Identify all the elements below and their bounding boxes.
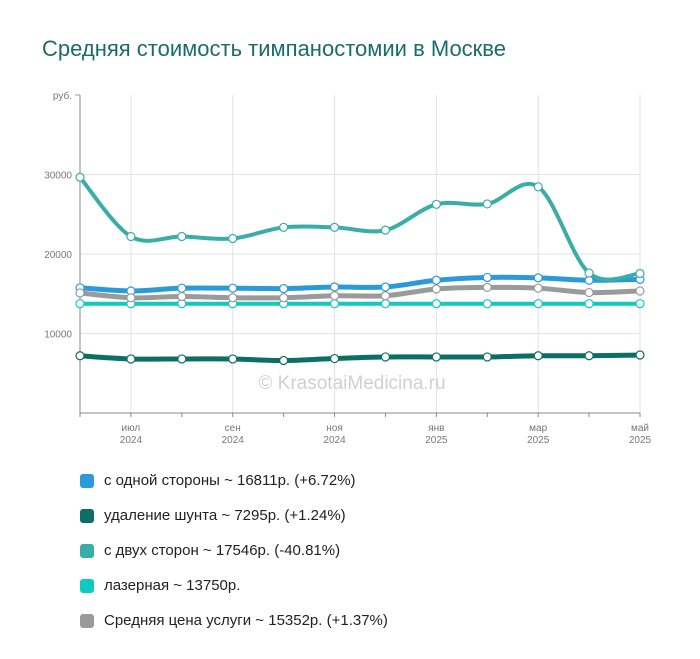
data-point-s0-8[interactable]	[482, 272, 492, 283]
data-point-s3-5[interactable]	[329, 299, 340, 309]
data-point-s4-5[interactable]	[329, 291, 340, 301]
data-point-s1-8[interactable]	[482, 352, 492, 362]
x-tick-label-month: янв	[428, 423, 444, 434]
x-tick-label-year: 2025	[425, 435, 448, 446]
watermark: © KrasotaiMedicina.ru	[258, 373, 445, 394]
data-point-s3-10[interactable]	[584, 299, 594, 309]
data-point-s2-6[interactable]	[380, 225, 391, 235]
data-point-s1-9[interactable]	[533, 351, 543, 361]
x-tick-label-month: сен	[225, 423, 241, 434]
legend-item-1[interactable]: удаление шунта ~ 7295р. (+1.24%)	[80, 498, 388, 533]
data-point-s2-10[interactable]	[584, 268, 594, 278]
data-point-s1-4[interactable]	[279, 355, 289, 366]
data-point-s0-2[interactable]	[177, 283, 187, 293]
data-point-s4-3[interactable]	[228, 293, 238, 303]
x-tick-label-month: ноя	[326, 423, 343, 434]
data-point-s4-10[interactable]	[584, 287, 594, 298]
data-point-s1-1[interactable]	[126, 354, 136, 364]
data-point-s0-3[interactable]	[228, 283, 238, 293]
data-point-s0-5[interactable]	[329, 282, 340, 292]
data-point-s2-5[interactable]	[329, 222, 340, 232]
data-point-s2-7[interactable]	[431, 199, 441, 209]
legend-swatch	[80, 543, 94, 558]
data-point-s4-2[interactable]	[177, 291, 187, 302]
data-point-s0-9[interactable]	[533, 273, 543, 283]
legend-swatch	[80, 613, 94, 628]
legend-swatch	[80, 578, 94, 593]
data-point-s4-1[interactable]	[126, 293, 136, 303]
legend-label: Средняя цена услуги ~ 15352р. (+1.37%)	[104, 612, 388, 629]
grid	[80, 95, 641, 413]
legend-swatch	[80, 473, 94, 488]
data-point-s3-8[interactable]	[482, 299, 492, 309]
y-tick-label: 30000	[44, 171, 72, 182]
data-point-s4-0[interactable]	[75, 288, 85, 298]
data-point-s1-3[interactable]	[228, 354, 238, 364]
x-tick-label-year: 2024	[323, 435, 346, 446]
series-line-2	[78, 175, 642, 282]
x-tick-label-year: 2024	[120, 435, 143, 446]
data-point-s1-11[interactable]	[635, 350, 645, 360]
y-axis-label: руб.	[53, 90, 72, 102]
legend-swatch	[80, 508, 94, 523]
data-point-s1-0[interactable]	[75, 351, 85, 361]
data-point-s2-9[interactable]	[533, 182, 543, 192]
data-point-s2-0[interactable]	[75, 172, 85, 182]
x-tick-label-month: июл	[122, 423, 141, 434]
data-point-s1-10[interactable]	[584, 351, 594, 361]
data-point-s4-8[interactable]	[482, 282, 492, 292]
legend-item-4[interactable]: Средняя цена услуги ~ 15352р. (+1.37%)	[80, 603, 388, 638]
x-tick-label-month: мар	[529, 423, 547, 434]
data-point-s3-11[interactable]	[635, 299, 645, 309]
x-tick-label-year: 2024	[222, 435, 245, 446]
data-point-s1-6[interactable]	[380, 352, 391, 362]
legend-label: лазерная ~ 13750р.	[104, 577, 241, 594]
y-tick-label: 20000	[44, 250, 72, 261]
data-point-s4-4[interactable]	[279, 293, 289, 303]
data-point-s0-6[interactable]	[380, 282, 391, 292]
legend-item-3[interactable]: лазерная ~ 13750р.	[80, 568, 388, 603]
data-point-s1-2[interactable]	[177, 354, 187, 364]
data-point-s4-11[interactable]	[635, 286, 645, 296]
data-point-s4-9[interactable]	[533, 283, 543, 293]
data-point-s2-1[interactable]	[126, 231, 136, 242]
chart-title: Средняя стоимость тимпаностомии в Москве	[42, 36, 506, 61]
y-tick-label: 10000	[44, 330, 72, 341]
x-tick-label-year: 2025	[629, 435, 652, 446]
data-point-s3-9[interactable]	[533, 299, 543, 309]
x-tick-label-month: май	[631, 423, 649, 434]
legend-item-0[interactable]: с одной стороны ~ 16811р. (+6.72%)	[80, 463, 388, 498]
legend-label: удаление шунта ~ 7295р. (+1.24%)	[104, 507, 346, 524]
legend: с одной стороны ~ 16811р. (+6.72%) удален…	[80, 463, 388, 638]
data-point-s4-6[interactable]	[380, 291, 391, 301]
data-point-s2-4[interactable]	[279, 222, 289, 232]
data-point-s3-6[interactable]	[380, 299, 391, 309]
points-group	[75, 172, 645, 366]
series-line-1	[77, 352, 643, 364]
data-point-s0-4[interactable]	[279, 283, 289, 294]
data-point-s2-3[interactable]	[228, 233, 238, 244]
data-point-s0-7[interactable]	[431, 275, 441, 285]
data-point-s2-11[interactable]	[635, 268, 645, 279]
legend-item-2[interactable]: с двух сторон ~ 17546р. (-40.81%)	[80, 533, 388, 568]
data-point-s1-7[interactable]	[431, 352, 441, 362]
data-point-s1-5[interactable]	[329, 353, 340, 364]
data-point-s2-8[interactable]	[482, 199, 492, 209]
data-point-s4-7[interactable]	[431, 284, 441, 294]
data-point-s2-2[interactable]	[177, 231, 187, 242]
legend-label: с одной стороны ~ 16811р. (+6.72%)	[104, 472, 356, 489]
legend-label: с двух сторон ~ 17546р. (-40.81%)	[104, 542, 341, 559]
data-point-s3-7[interactable]	[431, 299, 441, 309]
data-point-s3-0[interactable]	[75, 299, 85, 309]
x-tick-label-year: 2025	[527, 435, 550, 446]
